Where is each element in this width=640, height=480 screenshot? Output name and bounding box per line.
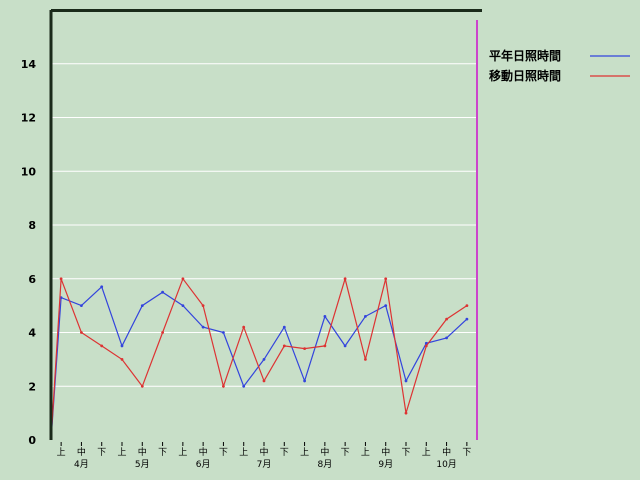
x-tick-label: 下 bbox=[219, 448, 228, 458]
y-tick-label: 8 bbox=[28, 219, 36, 232]
data-point bbox=[384, 277, 388, 281]
x-tick-label: 上 bbox=[239, 447, 248, 458]
month-label: 10月 bbox=[436, 459, 456, 470]
series-lines bbox=[50, 276, 469, 441]
data-point bbox=[80, 331, 83, 334]
x-tick-label: 中 bbox=[77, 446, 86, 458]
data-point bbox=[364, 358, 367, 361]
data-point bbox=[59, 277, 63, 281]
x-tick-label: 下 bbox=[341, 448, 350, 458]
data-point bbox=[323, 344, 327, 348]
data-point bbox=[242, 384, 246, 388]
month-label: 4月 bbox=[74, 459, 89, 470]
x-tick-label: 中 bbox=[381, 446, 390, 458]
data-point bbox=[262, 379, 266, 383]
y-axis-ticks: 0 2 4 6 8 10 12 14 bbox=[21, 58, 37, 447]
x-tick-label: 中 bbox=[199, 446, 208, 458]
data-point bbox=[80, 304, 83, 307]
data-point bbox=[120, 344, 124, 348]
month-label: 7月 bbox=[257, 459, 272, 470]
x-tick-label: 中 bbox=[320, 446, 329, 458]
x-tick-label: 下 bbox=[158, 448, 167, 458]
gridlines bbox=[51, 63, 477, 387]
data-point bbox=[100, 344, 104, 348]
x-tick-label: 中 bbox=[138, 446, 147, 458]
data-point bbox=[424, 344, 428, 348]
y-tick-label: 12 bbox=[21, 112, 36, 125]
data-point bbox=[445, 317, 448, 321]
data-point bbox=[404, 411, 408, 415]
data-point bbox=[282, 325, 286, 329]
x-axis-ticks: 上中下4月上中下5月上中下6月上中下7月上中下8月上中下9月上中下10月 bbox=[57, 442, 471, 470]
x-tick-label: 上 bbox=[361, 447, 370, 458]
y-tick-label: 0 bbox=[28, 434, 36, 447]
data-point bbox=[201, 304, 205, 307]
data-point bbox=[323, 315, 327, 318]
data-point bbox=[445, 336, 448, 340]
x-tick-label: 下 bbox=[401, 448, 410, 458]
y-tick-label: 4 bbox=[28, 327, 36, 340]
month-label: 6月 bbox=[196, 459, 211, 470]
data-point bbox=[343, 277, 347, 281]
data-point bbox=[404, 379, 408, 383]
data-point bbox=[201, 325, 205, 329]
data-point bbox=[161, 290, 165, 294]
x-tick-label: 上 bbox=[422, 447, 431, 458]
y-tick-label: 6 bbox=[28, 273, 36, 286]
y-tick-label: 2 bbox=[28, 380, 36, 393]
y-tick-label: 10 bbox=[21, 165, 37, 178]
data-point bbox=[384, 304, 388, 307]
data-point bbox=[222, 384, 225, 388]
data-point bbox=[465, 304, 469, 307]
month-label: 8月 bbox=[317, 459, 332, 470]
month-label: 5月 bbox=[135, 459, 150, 470]
series-line-1 bbox=[50, 276, 468, 441]
data-point bbox=[262, 358, 266, 361]
x-tick-label: 上 bbox=[300, 447, 309, 458]
data-point bbox=[343, 344, 347, 348]
x-tick-label: 上 bbox=[117, 447, 126, 458]
data-point bbox=[181, 277, 185, 281]
data-point bbox=[282, 344, 286, 348]
data-point bbox=[303, 347, 306, 350]
x-tick-label: 下 bbox=[462, 448, 471, 458]
data-point bbox=[222, 331, 225, 334]
data-point bbox=[465, 317, 469, 321]
month-label: 9月 bbox=[378, 459, 393, 470]
x-tick-label: 下 bbox=[97, 448, 106, 458]
data-point bbox=[364, 315, 367, 318]
data-point bbox=[303, 379, 306, 383]
data-point bbox=[242, 325, 246, 329]
legend-label-normal: 平年日照時間 bbox=[489, 48, 561, 63]
y-tick-label: 14 bbox=[21, 58, 37, 71]
x-tick-label: 上 bbox=[178, 447, 187, 458]
x-tick-label: 中 bbox=[442, 446, 451, 458]
data-point bbox=[100, 285, 104, 289]
data-point bbox=[140, 384, 144, 388]
x-tick-label: 下 bbox=[280, 448, 289, 458]
x-tick-label: 上 bbox=[57, 447, 66, 458]
series-line-0 bbox=[50, 285, 468, 441]
data-point bbox=[140, 304, 144, 307]
legend-label-moving: 移動日照時間 bbox=[489, 68, 561, 83]
data-point bbox=[161, 331, 165, 334]
legend: 平年日照時間 移動日照時間 bbox=[489, 48, 630, 83]
data-point bbox=[181, 304, 185, 307]
data-point bbox=[120, 358, 124, 361]
x-tick-label: 中 bbox=[259, 446, 268, 458]
